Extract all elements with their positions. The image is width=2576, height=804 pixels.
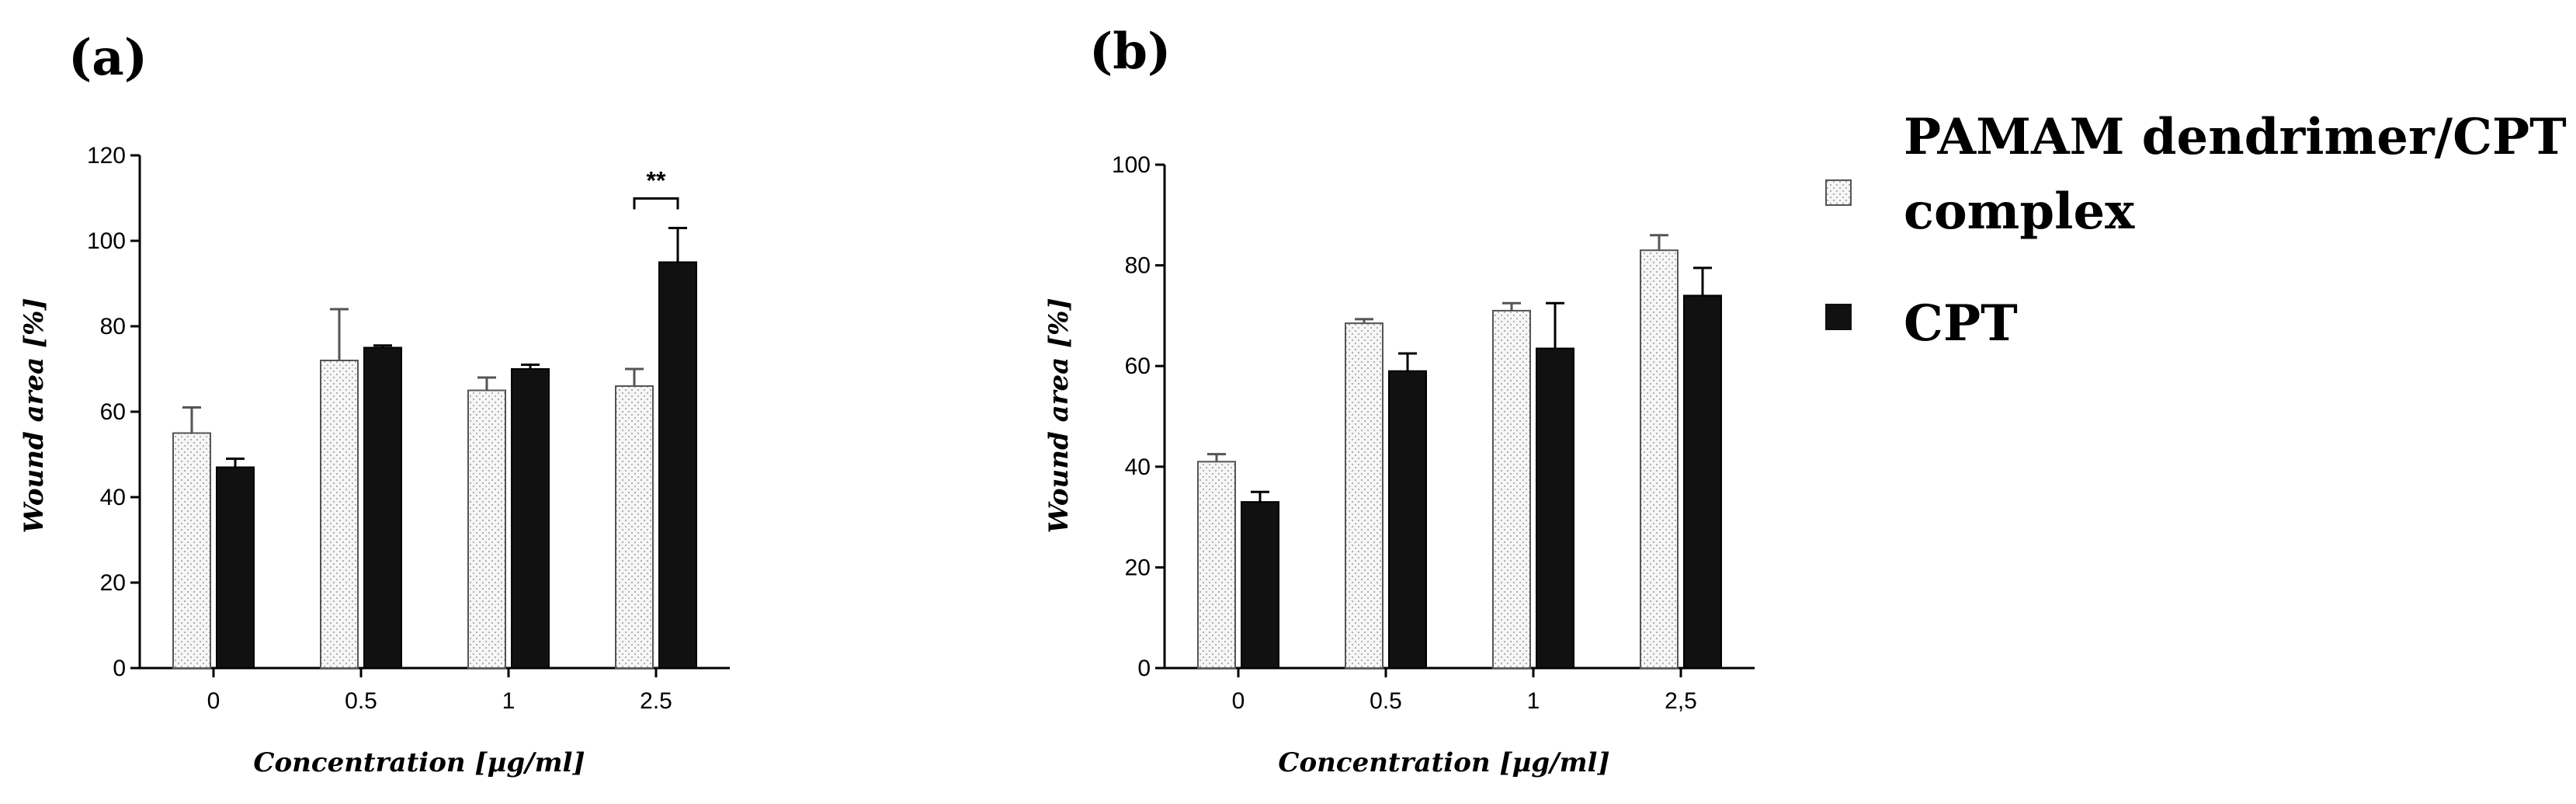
panel-a-x-tick-label: 2.5 [640, 688, 672, 714]
panel-a-bar-complex [172, 432, 211, 669]
panel-label-a: (a) [68, 29, 148, 87]
legend-label-complex-line2: complex [1904, 183, 2135, 241]
panel-b-bars [1197, 234, 1722, 670]
legend-swatch-complex [1825, 179, 1852, 206]
panel-a-y-tick-label: 60 [100, 399, 126, 425]
panel-b-x-tick-label: 0.5 [1370, 688, 1402, 714]
panel-b-y-tick-label: 0 [1137, 656, 1151, 681]
panel-b-x-tick-label: 2,5 [1665, 688, 1697, 714]
panel-b-y-tick-label: 40 [1125, 454, 1151, 480]
legend-label-complex-line1: PAMAM dendrimer/CPT [1904, 108, 2567, 166]
panel-b-bar-complex [1640, 249, 1679, 670]
panel-a-x-tick-label: 0.5 [345, 688, 377, 714]
panel-a-y-tick-label: 0 [113, 656, 126, 681]
panel-a-y-tick-label: 20 [100, 570, 126, 596]
panel-a-bar-complex [615, 385, 654, 669]
chart-panel-a: (a) 0 20 40 60 80 100 120 0 0.5 1 2.5 ** Concentra… [19, 29, 730, 778]
panel-a-bar-complex [467, 389, 506, 669]
panel-b-x-axis-label: Concentration [µg/ml] [1278, 747, 1609, 778]
panel-b-bar-complex [1345, 322, 1383, 669]
panel-a-y-tick-label: 80 [100, 314, 126, 339]
panel-b-bar-cpt [1536, 347, 1574, 669]
panel-b-y-axis-label: Wound area [%] [1043, 298, 1074, 533]
panel-a-x-tick-label: 1 [502, 688, 516, 714]
panel-a-bar-cpt [511, 368, 550, 669]
panel-b-bar-complex [1492, 309, 1531, 669]
panel-a-bar-cpt [363, 346, 402, 669]
panel-a-x-tick-label: 0 [207, 688, 220, 714]
panel-a-bar-cpt [216, 466, 255, 669]
panel-b-bar-complex [1197, 461, 1236, 669]
panel-b-bar-cpt [1241, 501, 1279, 669]
panel-a-bars: ** [172, 167, 697, 669]
legend-swatch-cpt [1825, 304, 1852, 330]
panel-b-bar-cpt [1388, 370, 1427, 669]
panel-a-y-tick-label: 40 [100, 485, 126, 510]
chart-panel-b: (b) 0 20 40 60 80 100 0 0.5 1 2,5 Concentration [… [1043, 23, 1755, 778]
panel-b-bar-cpt [1683, 294, 1722, 669]
panel-b-x-tick-label: 1 [1527, 688, 1540, 714]
legend-label-cpt: CPT [1904, 294, 2018, 353]
panel-a-y-tick-label: 100 [87, 228, 126, 254]
panel-a-x-axis-label: Concentration [µg/ml] [253, 747, 585, 778]
panel-a-y-axis-label: Wound area [%] [19, 298, 50, 533]
panel-a-bar-cpt [658, 261, 697, 669]
panel-a-bar-complex [320, 360, 359, 669]
panel-label-b: (b) [1089, 23, 1171, 81]
panel-b-y-tick-label: 60 [1125, 353, 1151, 379]
panel-b-y-tick-label: 100 [1112, 152, 1151, 178]
panel-a-y-tick-label: 120 [87, 143, 126, 169]
panel-a-significance-bracket [633, 197, 679, 210]
panel-b-y-tick-label: 80 [1125, 253, 1151, 279]
panel-b-y-tick-label: 20 [1125, 555, 1151, 580]
legend: PAMAM dendrimer/CPT complex CPT [1825, 108, 2567, 353]
panel-a-significance-label: ** [647, 167, 666, 195]
panel-b-x-tick-label: 0 [1232, 688, 1245, 714]
